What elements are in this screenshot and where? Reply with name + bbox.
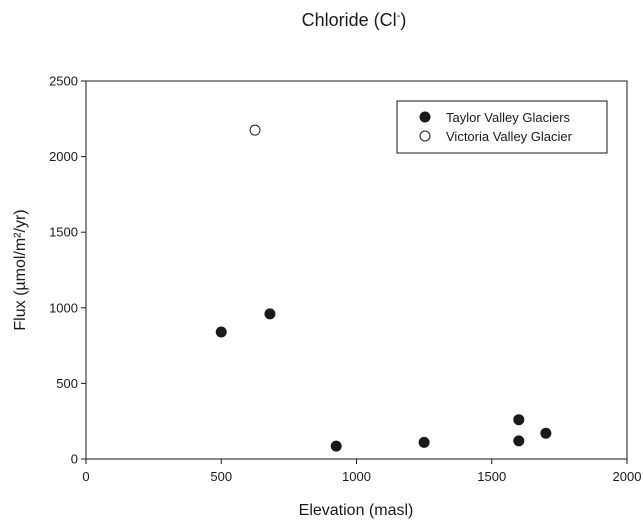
y-tick-label: 1000 [49, 300, 78, 315]
taylor-valley-point [264, 308, 276, 320]
x-tick-label: 500 [210, 469, 232, 484]
y-tick-label: 500 [56, 376, 78, 391]
x-tick-label: 0 [82, 469, 89, 484]
y-tick-label: 2000 [49, 149, 78, 164]
legend-marker-victoria [419, 130, 431, 142]
taylor-valley-point [540, 427, 552, 439]
taylor-valley-point [513, 414, 525, 426]
x-tick-label: 1000 [342, 469, 371, 484]
taylor-valley-point [330, 440, 342, 452]
legend-box [396, 100, 608, 154]
y-tick-label: 2500 [49, 74, 78, 89]
legend-marker-taylor [419, 111, 431, 123]
x-axis-title: Elevation (masl) [299, 502, 414, 519]
y-axis-title: Flux (µmol/m²/yr) [12, 209, 29, 330]
taylor-valley-point [513, 435, 525, 447]
victoria-valley-point [249, 124, 261, 136]
taylor-valley-point [215, 326, 227, 338]
y-axis: 0 500 1000 1500 2000 2500 [49, 74, 86, 467]
legend-label-taylor: Taylor Valley Glaciers [446, 110, 571, 125]
y-tick-label: 1500 [49, 225, 78, 240]
x-tick-label: 1500 [477, 469, 506, 484]
chart-title: Chloride (Cl-) [302, 10, 407, 30]
legend-label-victoria: Victoria Valley Glacier [446, 129, 573, 144]
x-axis: 0 500 1000 1500 2000 [82, 459, 641, 484]
y-tick-label: 0 [71, 452, 78, 467]
taylor-valley-point [418, 436, 430, 448]
data-points [215, 124, 552, 452]
legend: Taylor Valley Glaciers Victoria Valley G… [396, 100, 608, 154]
x-tick-label: 2000 [613, 469, 642, 484]
